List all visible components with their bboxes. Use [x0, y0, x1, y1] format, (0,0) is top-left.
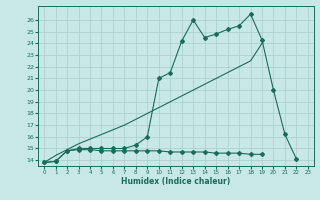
X-axis label: Humidex (Indice chaleur): Humidex (Indice chaleur) — [121, 177, 231, 186]
